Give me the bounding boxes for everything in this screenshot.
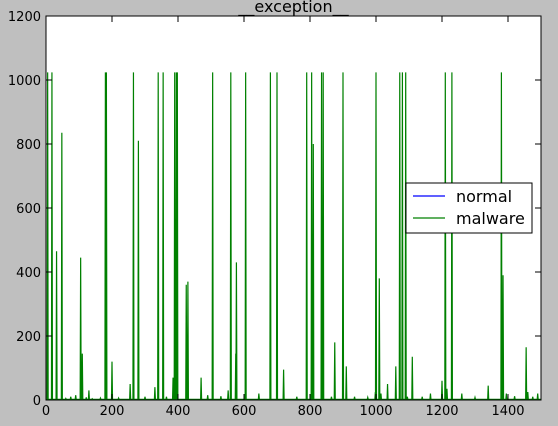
- x-tick-label: 600: [232, 404, 257, 419]
- y-tick-label: 600: [16, 202, 41, 217]
- x-tick-label: 0: [42, 404, 50, 419]
- x-tick-label: 1400: [491, 404, 524, 419]
- y-tick-label: 400: [16, 266, 41, 281]
- y-axis: 0 200 400 600 800 1000 1200: [8, 10, 541, 409]
- y-tick-label: 800: [16, 138, 41, 153]
- y-tick-label: 200: [16, 330, 41, 345]
- series-line-malware: [45, 72, 541, 401]
- y-tick-label: 0: [33, 394, 41, 409]
- x-tick-label: 200: [100, 404, 125, 419]
- legend: normal malware: [405, 182, 533, 234]
- y-tick-label: 1200: [8, 10, 41, 25]
- y-tick-label: 1000: [8, 74, 41, 89]
- x-axis: 0 200 400 600 800 1000 1200 1400: [42, 16, 525, 419]
- x-tick-label: 1000: [359, 404, 392, 419]
- x-tick-label: 800: [298, 404, 323, 419]
- legend-label-normal: normal: [456, 187, 512, 206]
- legend-label-malware: malware: [456, 209, 525, 228]
- x-tick-label: 400: [166, 404, 191, 419]
- legend-box: [405, 182, 533, 234]
- chart-title: __exception__: [237, 0, 349, 17]
- x-tick-label: 1200: [425, 404, 458, 419]
